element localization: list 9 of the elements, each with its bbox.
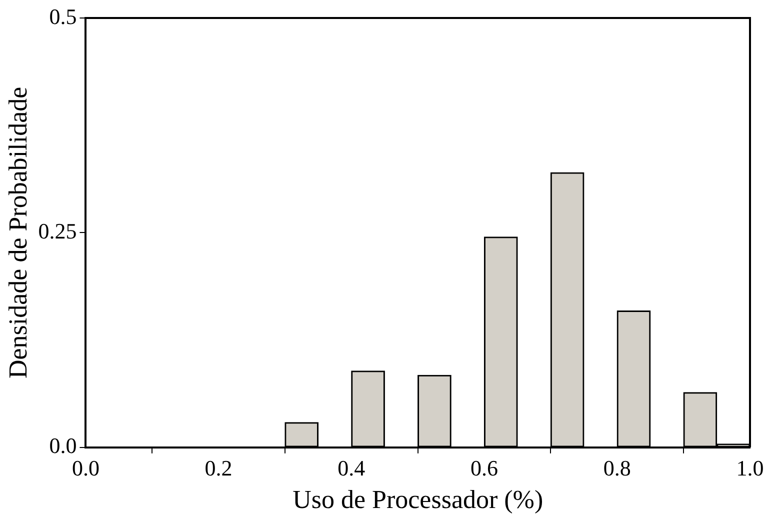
x-tick-label: 1.0 — [736, 455, 764, 480]
y-tick-label: 0.5 — [49, 4, 77, 29]
x-tick-label: 0.8 — [603, 455, 631, 480]
x-axis-title: Uso de Processador (%) — [292, 485, 544, 514]
x-tick-label: 0.6 — [470, 455, 498, 480]
x-tick-label: 0.4 — [338, 455, 366, 480]
x-tick-label: 0.2 — [204, 455, 232, 480]
y-tick-label: 0.25 — [38, 218, 77, 244]
y-axis-title: Densidade de Probabilidade — [3, 86, 32, 379]
